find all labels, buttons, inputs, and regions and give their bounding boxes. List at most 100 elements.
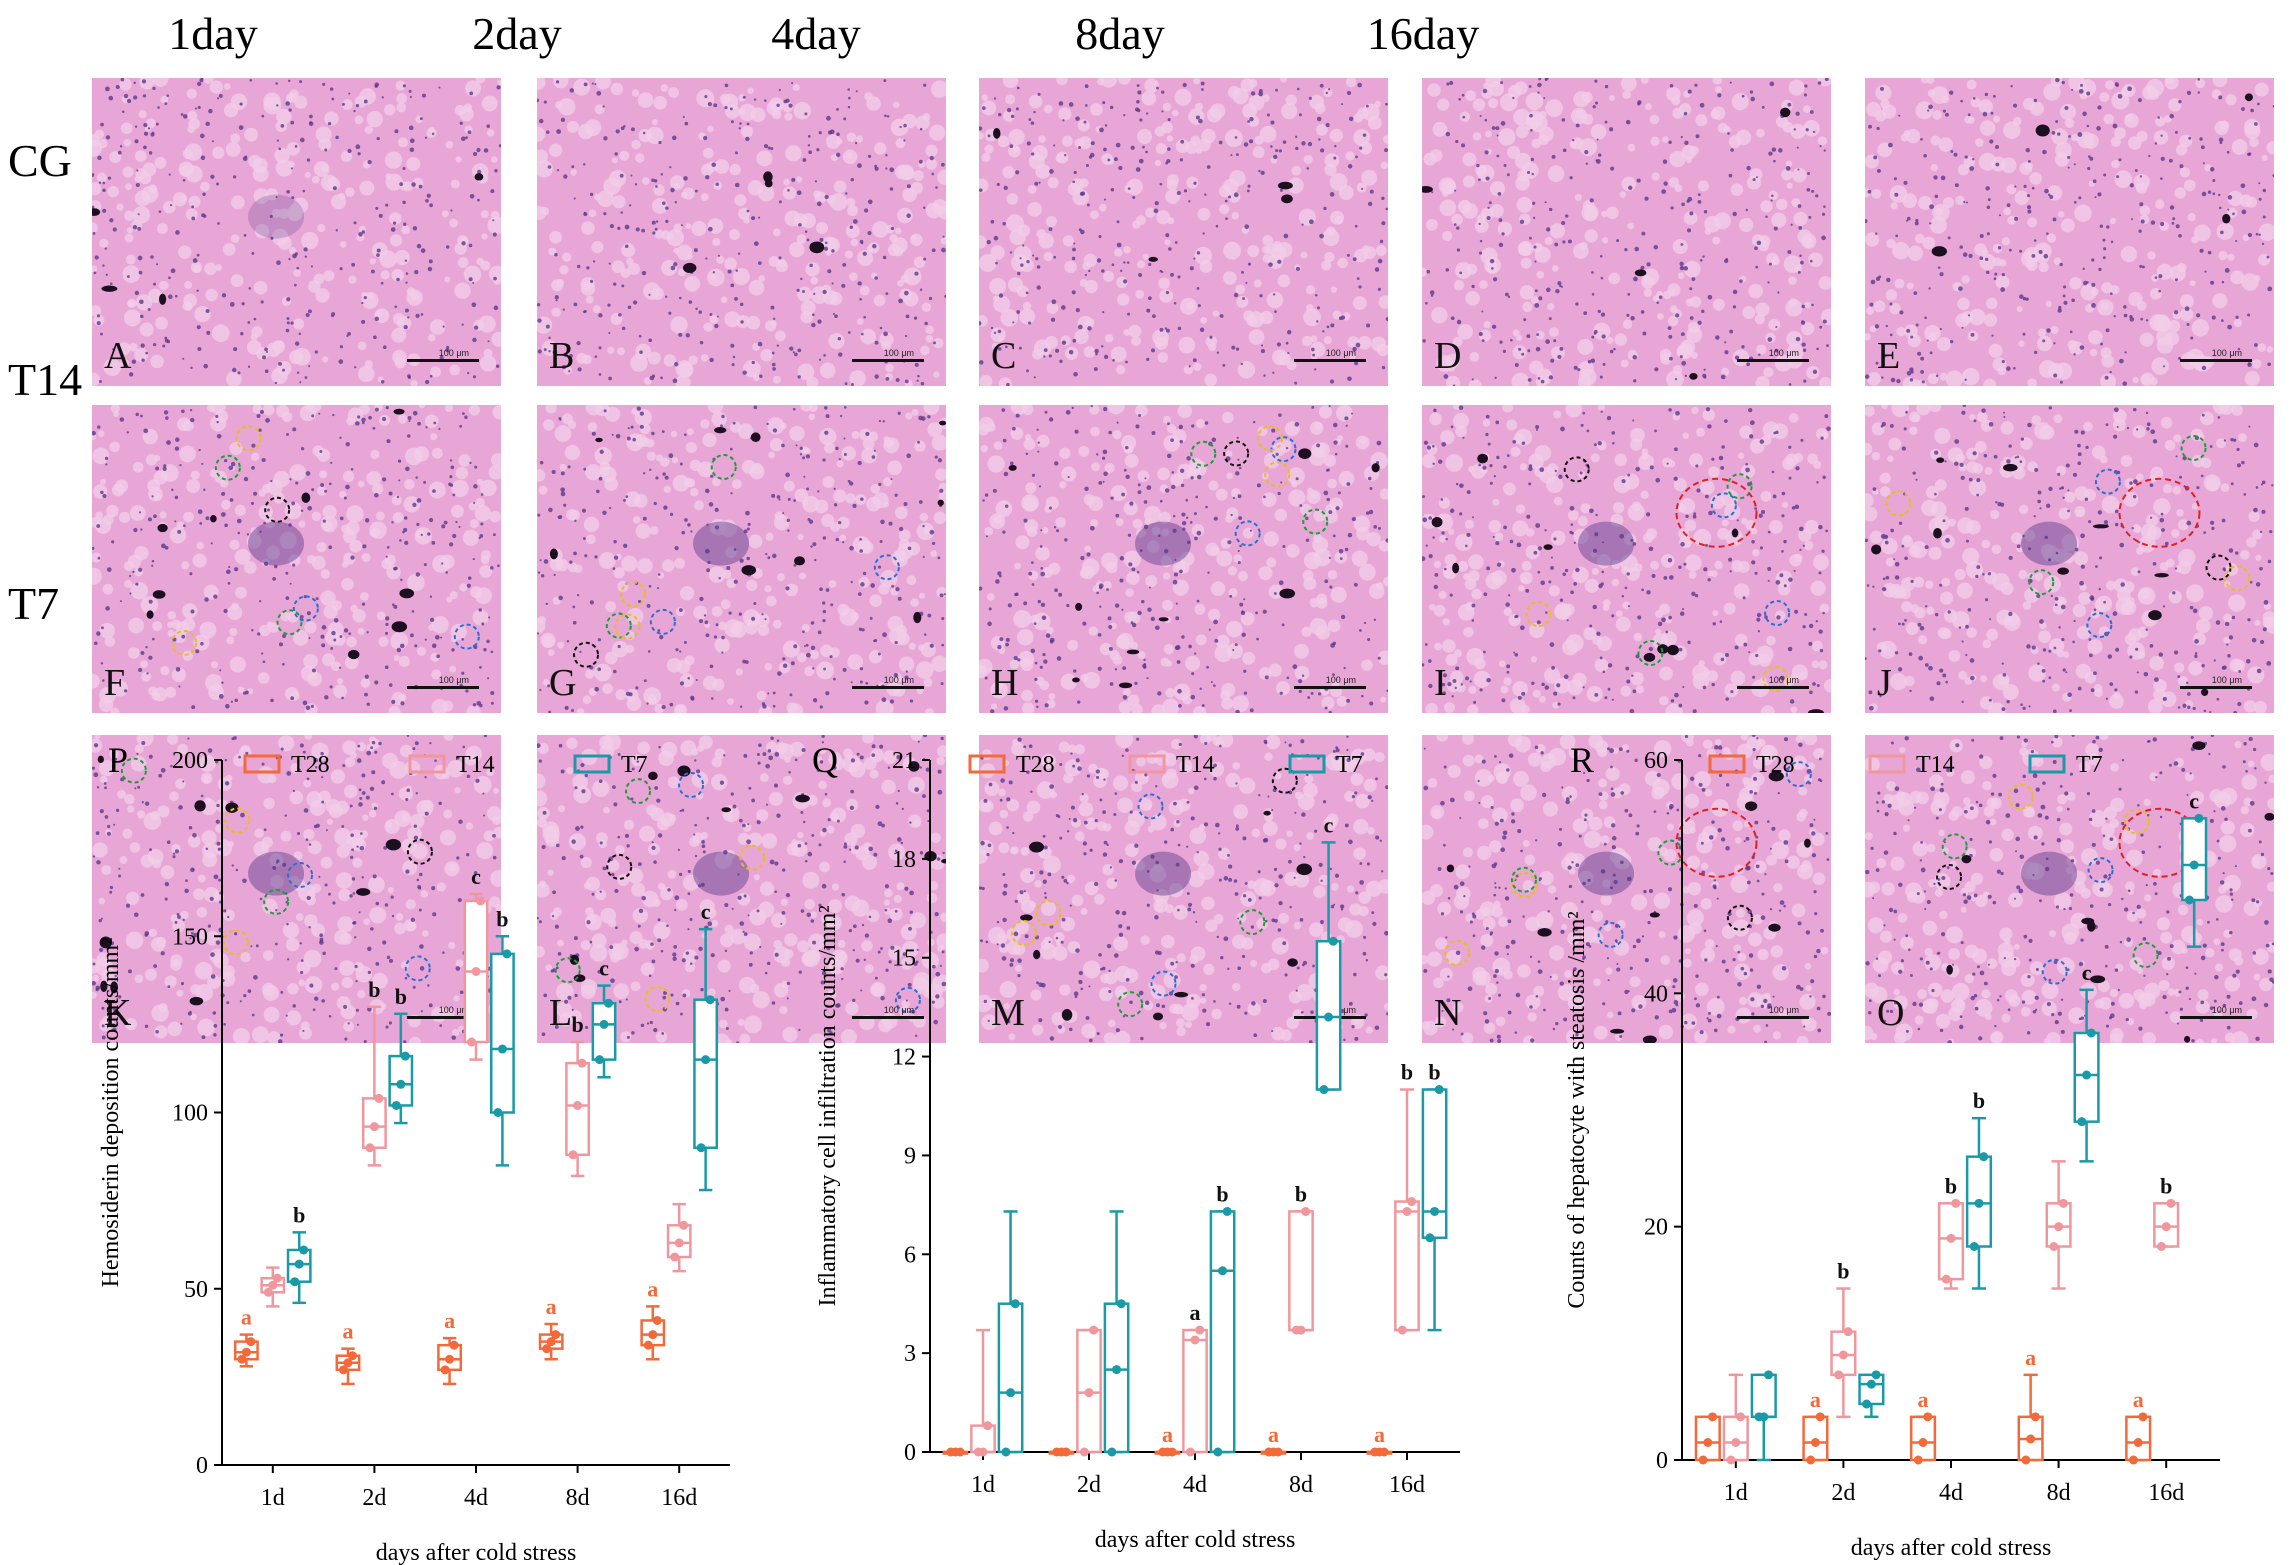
data-point [1084,1388,1094,1398]
y-axis-label: Hemosiderin deposition counts/mm² [98,938,124,1288]
scale-bar [2180,1016,2252,1019]
box-t14-1d [970,1328,996,1457]
data-point [1810,1438,1820,1447]
data-point [1974,1198,1984,1208]
data-point [1726,1455,1736,1465]
box-t7-2d [1103,1210,1130,1457]
scale-bar [1737,1016,1809,1019]
data-point [595,1055,605,1065]
legend-label-t14: T14 [1176,752,1215,778]
data-point [1815,1412,1825,1422]
panel-label: G [549,662,577,704]
row-header-t7: T7 [8,578,60,629]
box-t28-1d [233,1333,259,1368]
box-t7-1d [1750,1370,1777,1462]
data-point [2054,1222,2064,1232]
panel-label: K [104,992,132,1034]
box-t28-8d [2017,1373,2044,1465]
tissue-image [1865,405,2274,713]
box-t7-4d [489,935,515,1167]
y-axis-label: Counts of hepatocyte with steatosis /mm² [1564,911,1590,1308]
data-point [1195,1325,1205,1335]
data-point [652,1315,662,1325]
significance-letter: a [1162,1422,1173,1447]
box-t14-2d [1830,1287,1857,1419]
box-t28-4d [1154,1447,1181,1457]
data-point [1301,1206,1311,1216]
legend-swatch-t28 [1708,754,1746,774]
x-axis-label: days after cold stress [1095,1527,1296,1553]
significance-letter: b [1945,1173,1957,1198]
data-point [1107,1447,1117,1457]
legend-label-t7: T7 [1336,752,1363,778]
x-tick-label: 4d [1939,1480,1963,1506]
scale-bar-label: 100 μm [2211,1005,2242,1015]
box-t14-16d [2153,1198,2180,1251]
panel-label: L [549,992,573,1034]
data-point [1379,1447,1389,1457]
scale-bar [1737,359,1809,362]
data-point [1218,1266,1228,1276]
data-point [467,1037,477,1047]
scale-bar [2180,359,2252,362]
significance-letter: b [1216,1181,1228,1206]
data-point [1116,1299,1126,1309]
significance-letter: a [444,1308,455,1333]
data-point [1923,1412,1933,1422]
box-t28-1d [1694,1412,1721,1465]
x-tick-label: 2d [1831,1480,1855,1506]
significance-letter: a [1268,1422,1279,1447]
panel-label: F [104,662,126,704]
box-t28-2d [335,1347,361,1386]
x-tick-label: 2d [362,1485,386,1511]
tissue-image [1422,405,1831,713]
scale-bar [852,1016,924,1019]
scale-bar-label: 100 μm [2211,675,2242,685]
box-t7-8d [591,984,617,1079]
data-point [1010,1299,1020,1309]
data-point [391,1100,401,1110]
chart-steatosis-svg: R 0 20 40 60 1d 2d 4d 8d 16d days after cold stres… [1564,740,2220,1561]
significance-letter: b [1428,1060,1440,1085]
data-point [1001,1447,1011,1457]
data-point [294,1259,304,1269]
data-point [2030,1412,2040,1422]
data-point [1871,1370,1881,1380]
column-header-1day: 1day [168,8,258,59]
significance-letter: a [1918,1387,1929,1412]
scale-bar-label: 100 μm [1768,348,1799,358]
data-point [542,1344,552,1354]
box-t14-2d [361,1005,387,1167]
data-point [1838,1350,1848,1360]
box-t7-1d [997,1210,1024,1457]
box-t7-16d [693,927,719,1192]
tissue-image [92,405,501,713]
box-t28-8d [538,1322,564,1361]
data-point [1328,936,1338,946]
y-tick-label: 50 [184,1277,208,1303]
data-point [1946,1233,1956,1243]
histology-panel-c: C 100 μm [979,78,1388,386]
legend-swatch-t14 [408,754,446,774]
panel-label: I [1434,662,1447,704]
tissue-image [1422,735,1831,1043]
box-t14-2d [1076,1325,1102,1457]
scale-bar-label: 100 μm [438,348,469,358]
data-point [2184,895,2194,905]
scale-bar-label: 100 μm [883,675,914,685]
scale-bar-label: 100 μm [438,675,469,685]
data-point [1806,1455,1816,1465]
data-point [573,1100,583,1110]
data-point [1698,1455,1708,1465]
y-tick-label: 100 [172,1101,208,1127]
significance-letter: c [471,864,481,889]
data-point [2161,1222,2171,1232]
data-point [2049,1242,2059,1251]
significance-letter: b [496,906,508,931]
box-t14-16d [1394,1088,1420,1335]
panel-label: J [1877,662,1892,704]
data-point [1951,1198,1961,1208]
scale-bar [852,359,924,362]
data-point [2021,1455,2031,1465]
y-tick-label: 40 [1644,981,1668,1007]
